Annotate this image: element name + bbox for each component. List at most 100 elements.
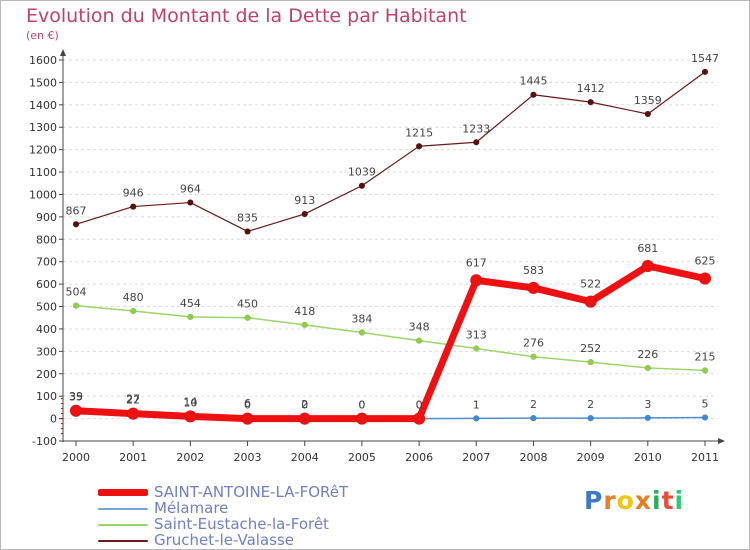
legend-item[interactable]: Saint-Eustache-la-Forêt	[98, 516, 398, 532]
data-point	[473, 415, 480, 422]
data-point	[126, 407, 140, 420]
proxiti-logo: Proxiti	[584, 486, 684, 515]
data-label: 964	[180, 183, 201, 196]
y-tick-label: 1500	[29, 76, 57, 89]
data-label: 22	[126, 394, 140, 407]
data-point	[355, 412, 369, 425]
logo-letter: x	[634, 486, 652, 515]
data-label: 625	[695, 255, 716, 268]
legend-item[interactable]: Gruchet-le-Valasse	[98, 532, 398, 548]
legend-item[interactable]: Mélamare	[98, 500, 398, 516]
y-axis-arrow	[60, 49, 66, 56]
data-point	[129, 307, 137, 315]
data-point	[701, 68, 709, 76]
data-label: 252	[580, 342, 601, 355]
x-tick-label: 2003	[234, 451, 262, 464]
y-tick-label: 1600	[29, 54, 57, 67]
data-point	[301, 321, 308, 329]
data-point	[69, 404, 83, 417]
data-point	[701, 367, 709, 374]
data-point	[698, 272, 712, 285]
data-label: 617	[466, 256, 487, 269]
data-point	[587, 414, 594, 422]
y-tick-label: 1300	[29, 121, 57, 134]
y-tick-label: 0	[50, 413, 57, 426]
y-tick-label: 200	[36, 368, 57, 381]
data-label: 1215	[405, 126, 433, 139]
data-point	[301, 210, 308, 218]
series-line	[75, 71, 706, 233]
logo-letter: i	[674, 486, 685, 515]
data-label: 14	[183, 395, 197, 408]
chart-unit: (en €)	[26, 29, 59, 42]
data-label: 0	[358, 399, 365, 412]
legend: SAINT-ANTOINE-LA-FORêT Mélamare Saint-Eu…	[98, 484, 398, 548]
data-label: 913	[294, 194, 315, 207]
data-label: 0	[301, 399, 308, 412]
logo-letter: t	[661, 486, 675, 515]
data-label: 1445	[519, 75, 547, 88]
x-axis-arrow	[718, 438, 725, 444]
y-tick-label: 1100	[29, 166, 57, 179]
data-label: 418	[294, 305, 315, 318]
data-label: 35	[69, 391, 83, 404]
data-label: 2	[301, 398, 308, 411]
legend-label: Gruchet-le-Valasse	[154, 531, 295, 549]
y-tick-label: 900	[36, 211, 57, 224]
y-tick-label: -100	[32, 435, 57, 448]
data-label: 5	[702, 397, 709, 410]
legend-item[interactable]: SAINT-ANTOINE-LA-FORêT	[98, 484, 398, 500]
data-point	[644, 110, 652, 118]
x-tick-label: 2006	[405, 451, 433, 464]
data-label: 1547	[691, 52, 719, 65]
data-point	[244, 228, 251, 235]
data-point	[470, 274, 483, 287]
data-label: 384	[351, 313, 372, 326]
data-label: 1233	[462, 122, 490, 135]
logo-letter: i	[652, 486, 662, 515]
data-point	[358, 329, 366, 336]
data-point	[72, 302, 80, 309]
data-label: 1412	[577, 82, 605, 95]
y-tick-label: 700	[36, 256, 57, 269]
x-tick-label: 2005	[348, 451, 376, 464]
legend-label: Saint-Eustache-la-Forêt	[154, 515, 329, 533]
data-point	[244, 314, 251, 321]
y-tick-label: 800	[36, 233, 57, 246]
data-label: 0	[244, 399, 251, 412]
data-label: 39	[69, 390, 83, 403]
data-point	[415, 143, 423, 150]
x-tick-label: 2007	[462, 451, 490, 464]
data-label: 681	[637, 242, 658, 255]
data-label: 504	[66, 286, 87, 299]
data-label: 0	[416, 399, 423, 412]
data-point	[644, 414, 652, 422]
y-tick-label: 600	[36, 278, 57, 291]
legend-label: SAINT-ANTOINE-LA-FORêT	[154, 483, 349, 501]
legend-swatch	[98, 508, 148, 510]
data-point	[530, 353, 537, 360]
logo-letter: P	[584, 486, 604, 515]
data-label: 2	[530, 398, 537, 411]
data-point	[187, 199, 194, 206]
y-tick-label: 1000	[29, 188, 57, 201]
y-tick-label: 300	[36, 345, 57, 358]
legend-swatch	[98, 489, 148, 496]
y-tick-label: 1200	[29, 144, 57, 157]
x-tick-label: 2010	[634, 451, 662, 464]
data-point	[415, 337, 423, 344]
legend-swatch	[98, 540, 148, 542]
legend-label: Mélamare	[154, 499, 229, 517]
x-tick-label: 2002	[176, 451, 204, 464]
data-label: 867	[66, 204, 87, 217]
data-label: 0	[416, 399, 423, 412]
y-tick-label: 100	[36, 390, 57, 403]
data-point	[184, 410, 197, 423]
x-tick-label: 2008	[519, 451, 547, 464]
data-label: 946	[123, 187, 144, 200]
data-point	[473, 139, 480, 146]
y-tick-label: 1400	[29, 99, 57, 112]
series-line	[72, 262, 709, 423]
data-point	[701, 414, 709, 421]
